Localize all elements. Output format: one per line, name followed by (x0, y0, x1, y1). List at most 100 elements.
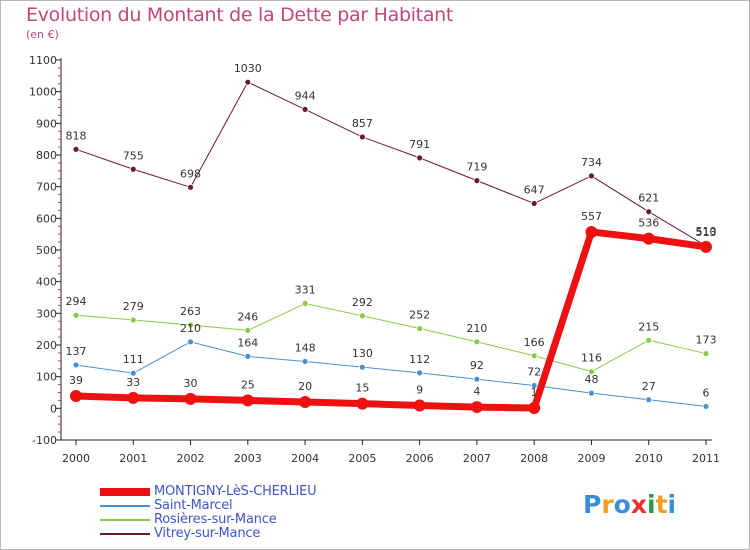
data-point (358, 133, 366, 141)
data-label: 294 (66, 295, 87, 308)
data-label: 116 (581, 352, 602, 365)
chart-subtitle: (en €) (26, 28, 59, 41)
logo-letter: o (613, 490, 631, 519)
data-label: 33 (126, 376, 140, 389)
y-tick-label: 0 (50, 402, 57, 415)
y-tick-label: 200 (36, 339, 57, 352)
data-point (127, 391, 140, 404)
legend-swatch (100, 505, 150, 507)
data-point (588, 172, 595, 180)
data-point (244, 352, 252, 360)
data-point (187, 338, 194, 346)
data-point (301, 300, 309, 307)
legend-swatch (100, 519, 150, 521)
y-tick-label: 900 (36, 117, 57, 130)
data-label: 331 (295, 284, 316, 297)
data-point (244, 327, 252, 334)
data-label: 20 (298, 380, 312, 393)
data-label: 292 (352, 296, 373, 309)
y-tick-label: -100 (32, 434, 57, 447)
series-line (72, 228, 710, 412)
data-label: 944 (295, 89, 316, 102)
data-label: 252 (409, 309, 430, 322)
data-point (702, 350, 710, 357)
data-label: 621 (638, 192, 659, 205)
data-point (301, 358, 309, 365)
data-point (72, 361, 80, 369)
data-label: 27 (642, 380, 656, 393)
y-tick-label: 500 (36, 244, 57, 257)
data-point (473, 177, 481, 185)
data-point (301, 106, 309, 113)
data-label: 111 (123, 353, 144, 366)
data-label: 647 (524, 183, 545, 196)
data-label: 25 (241, 378, 255, 391)
data-point (358, 363, 366, 371)
legend-swatch (100, 488, 150, 496)
data-label: 210 (466, 322, 487, 335)
data-label: 246 (237, 310, 258, 323)
logo-letter: i (667, 490, 677, 519)
data-label: 112 (409, 353, 430, 366)
data-point (241, 394, 254, 407)
data-point (129, 165, 137, 173)
data-label: 148 (295, 341, 316, 354)
x-tick-label: 2003 (234, 452, 262, 465)
logo-letter: x (630, 490, 647, 519)
proxiti-logo: Proxiti (583, 490, 676, 519)
legend-label: Rosières-sur-Mance (154, 512, 277, 527)
data-point (299, 396, 312, 408)
data-point (642, 232, 655, 245)
series-layer (70, 78, 712, 415)
data-label: 791 (409, 138, 430, 151)
y-tick-label: 800 (36, 149, 57, 162)
data-point (416, 369, 424, 377)
data-point (187, 183, 194, 191)
x-tick-label: 2007 (463, 452, 491, 465)
data-label: 818 (66, 129, 87, 142)
legend-label: MONTIGNY-LèS-CHERLIEU (154, 484, 317, 499)
data-point (358, 312, 366, 320)
data-label: 166 (524, 336, 545, 349)
x-tick-label: 2002 (177, 452, 205, 465)
data-point (585, 225, 598, 238)
series-line (75, 81, 707, 247)
data-label: 1030 (234, 62, 262, 75)
data-point (356, 397, 369, 410)
data-point (530, 200, 538, 207)
data-label: 164 (237, 336, 258, 349)
data-point (470, 401, 483, 414)
data-point (588, 389, 595, 397)
data-point (588, 368, 595, 376)
data-label: 719 (466, 161, 487, 174)
data-label: 173 (696, 334, 717, 347)
data-label: 263 (180, 305, 201, 318)
logo-letter: t (655, 490, 668, 519)
logo-letter: r (601, 490, 614, 519)
y-tick-label: 100 (36, 371, 57, 384)
data-label: 48 (584, 373, 598, 386)
x-tick-label: 2008 (520, 452, 548, 465)
data-point (702, 403, 710, 410)
data-point (700, 240, 712, 253)
data-point (70, 389, 82, 402)
y-tick-label: 400 (36, 276, 57, 289)
x-tick-label: 2001 (119, 452, 147, 465)
data-point (473, 375, 481, 383)
legend-label: Saint-Marcel (154, 498, 233, 513)
data-point (129, 316, 137, 324)
y-tick-label: 1000 (29, 86, 57, 99)
series-1 (72, 338, 710, 410)
data-label: 215 (638, 320, 659, 333)
x-tick-label: 2000 (62, 452, 90, 465)
y-tick-label: 300 (36, 307, 57, 320)
data-label: 698 (180, 167, 201, 180)
data-point (72, 145, 80, 153)
data-point (129, 369, 137, 377)
x-tick-label: 2009 (577, 452, 605, 465)
data-point (416, 325, 424, 332)
data-point (645, 396, 653, 404)
data-label: 15 (355, 382, 369, 395)
y-tick-label: 700 (36, 181, 57, 194)
